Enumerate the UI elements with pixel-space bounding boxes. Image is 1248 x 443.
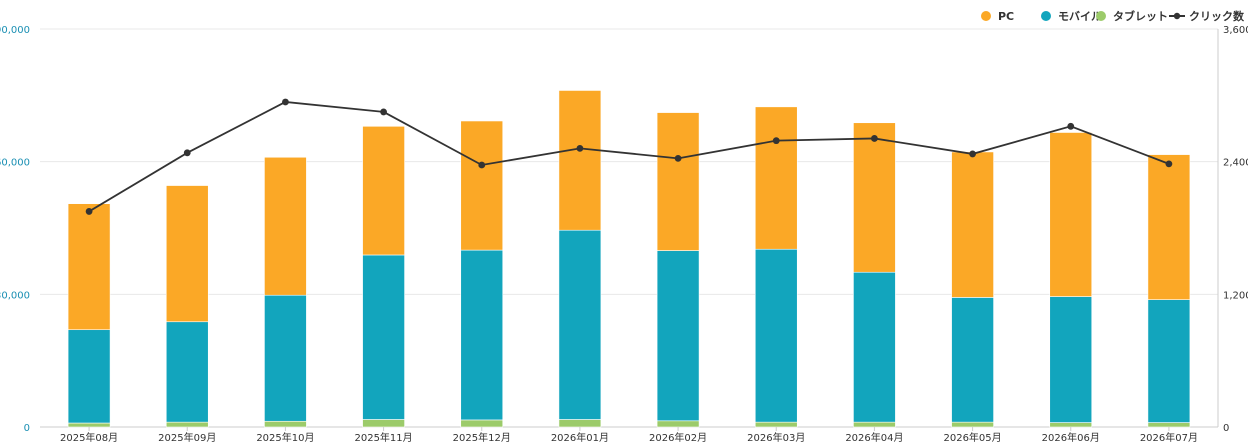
bar-segment — [165, 185, 209, 323]
legend-marker — [1173, 12, 1181, 20]
right-y-axis: 0 1,200 2,400 3,600 — [1217, 25, 1248, 434]
right-tick-label: 2,400 — [1223, 158, 1248, 169]
x-tick-label: 2025年10月 — [256, 431, 314, 443]
bar-segment — [460, 120, 504, 251]
bar-segment — [951, 151, 994, 298]
bar-segment — [754, 248, 798, 423]
bar-segment — [853, 271, 896, 423]
bar-segment — [951, 421, 994, 428]
bar-segment — [362, 419, 405, 428]
bar-segment — [656, 420, 700, 428]
legend-marker — [1041, 11, 1051, 21]
bar-segment — [1147, 422, 1191, 428]
bar-segment — [264, 156, 307, 296]
line-point — [576, 145, 584, 152]
bar-segment — [362, 125, 405, 256]
bar-segment — [754, 106, 798, 250]
bar-segment — [67, 329, 111, 424]
line-point — [772, 137, 780, 145]
x-tick-label: 2026年03月 — [747, 431, 805, 443]
x-tick-label: 2025年11月 — [354, 431, 412, 443]
bar-segment — [460, 419, 504, 428]
click-line — [85, 98, 1173, 215]
line-point — [282, 98, 289, 106]
left-tick-label: 0 — [24, 423, 30, 434]
legend-marker — [1096, 11, 1106, 21]
x-tick-label: 2026年04月 — [845, 431, 903, 443]
legend-label: PC — [998, 10, 1014, 23]
x-tick-label: 2025年08月 — [60, 431, 118, 443]
stacked-bars — [67, 90, 1191, 428]
left-tick-label: 60,000 — [0, 158, 30, 169]
bar-segment — [853, 122, 896, 273]
bar-segment — [951, 297, 994, 423]
line-point — [969, 150, 976, 158]
line-point — [1165, 160, 1173, 168]
legend-label: タブレット — [1113, 9, 1168, 23]
bar-segment — [656, 250, 700, 422]
x-axis: 2025年08月 2025年09月 2025年10月 2025年11月 2025年12月… — [60, 427, 1198, 443]
x-tick-label: 2025年12月 — [453, 431, 511, 443]
left-tick-label: 30,000 — [0, 290, 30, 301]
legend-label: クリック数 — [1189, 9, 1245, 23]
bar-segment — [67, 203, 111, 331]
line-point — [478, 161, 486, 169]
x-tick-label: 2025年09月 — [158, 431, 216, 443]
bar-segment — [558, 419, 602, 428]
line-point — [871, 135, 878, 142]
line-path — [88, 101, 1170, 213]
bar-segment — [1049, 296, 1093, 423]
line-point — [85, 208, 93, 215]
line-point — [183, 149, 191, 157]
left-y-axis: 0 30,000 60,000 90,000 — [0, 25, 30, 434]
left-tick-label: 90,000 — [0, 25, 30, 36]
bar-segment — [362, 254, 405, 420]
bar-segment — [264, 294, 307, 422]
bar-segment — [1147, 299, 1191, 423]
bar-segment — [1147, 154, 1191, 300]
bar-segment — [853, 421, 896, 428]
right-tick-label: 3,600 — [1223, 25, 1248, 36]
x-tick-label: 2026年07月 — [1140, 431, 1198, 443]
line-point — [1067, 122, 1075, 130]
bar-segment — [558, 90, 602, 231]
bar-segment — [754, 421, 798, 428]
line-point — [380, 108, 387, 116]
line-point — [674, 154, 682, 162]
x-tick-label: 2026年05月 — [943, 431, 1001, 443]
bar-segment — [1049, 422, 1093, 428]
x-tick-label: 2026年01月 — [551, 431, 609, 443]
bar-segment — [656, 112, 700, 251]
legend-marker — [981, 11, 991, 21]
bar-segment — [67, 422, 111, 428]
x-tick-label: 2026年06月 — [1042, 431, 1100, 443]
bar-segment — [165, 421, 209, 428]
bar-segment — [1049, 132, 1093, 297]
right-tick-label: 0 — [1223, 423, 1229, 434]
legend: PC モバイル タブレット クリック数 — [981, 9, 1245, 23]
right-tick-label: 1,200 — [1223, 290, 1248, 301]
bar-segment — [460, 249, 504, 421]
x-tick-label: 2026年02月 — [649, 431, 707, 443]
legend-label: モバイル — [1058, 10, 1102, 23]
bar-segment — [558, 229, 602, 420]
bar-segment — [165, 321, 209, 423]
grid-lines — [40, 28, 1218, 428]
bar-segment — [264, 420, 307, 428]
